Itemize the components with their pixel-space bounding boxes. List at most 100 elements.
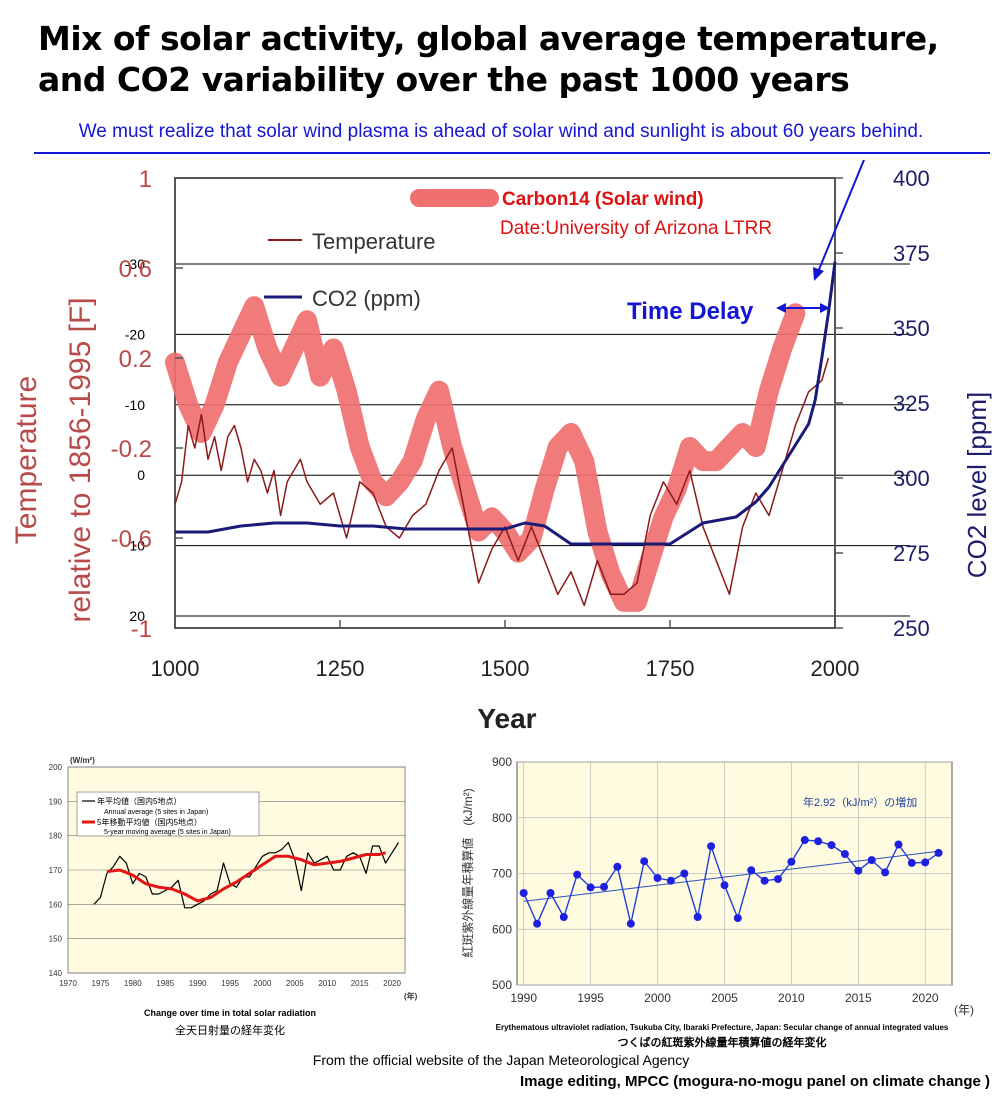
solar-radiation-x-tick-label: 1990	[189, 979, 207, 988]
solar-radiation-series	[93, 841, 400, 909]
subtitle-underline	[34, 152, 990, 154]
x-tick-label: 1750	[646, 656, 695, 681]
solar-radiation-y-tick-label: 200	[49, 763, 63, 772]
legend-carbon14-source: Date:University of Arizona LTRR	[500, 218, 772, 239]
time-delay-label: Time Delay	[627, 298, 754, 325]
uv-data-point	[840, 850, 849, 858]
legend-annual-jp: 年平均値（国内5地点）	[97, 796, 181, 806]
uv-data-point	[774, 875, 782, 884]
solar-radiation-x-tick-label: 2020	[383, 979, 401, 988]
uv-data-point	[733, 914, 742, 923]
uv-data-point	[881, 868, 890, 877]
uv-y-tick-label: 700	[492, 867, 512, 881]
title-line-1: Mix of solar activity, global average te…	[38, 19, 939, 58]
carbon14-tick-label: -10	[125, 397, 145, 413]
uv-xlabel: (年)	[954, 1003, 974, 1017]
uv-data-point	[787, 857, 796, 866]
legend-moving-en: 5-year moving average (5 sites in Japan)	[104, 829, 231, 836]
uv-y-tick-label: 800	[492, 811, 512, 825]
y-right-tick-label: 350	[893, 316, 930, 341]
uv-data-point	[827, 841, 836, 850]
uv-x-tick-label: 2015	[845, 991, 872, 1005]
solar-radiation-y-tick-label: 160	[49, 900, 63, 909]
title-line-2: and CO2 variability over the past 1000 y…	[38, 60, 850, 99]
solar-radiation-ylabel: (W/m²)	[70, 756, 95, 765]
solar-radiation-x-tick-label: 1970	[59, 979, 77, 988]
uv-data-point	[814, 837, 823, 846]
y-left-label-line2: relative to 1856-1995 [F]	[64, 297, 97, 622]
uv-trend-note: 年2.92（kJ/m²）の増加	[803, 795, 917, 809]
main-chart-axes: -30 -20 -10 0 10 20 1 0.6 0.2 -0.2 -0.6 -1 400 375 350…	[111, 166, 930, 681]
source-note: From the official website of the Japan M…	[312, 1052, 690, 1068]
uv-data-point	[519, 889, 528, 897]
solar-radiation-x-tick-label: 1985	[156, 979, 174, 988]
uv-x-tick-label: 2000	[644, 991, 671, 1005]
uv-y-tick-label: 500	[492, 978, 512, 992]
y-left-tick-label: 0.2	[119, 346, 152, 373]
y-right-tick-label: 325	[893, 391, 930, 416]
uv-data-point	[800, 836, 809, 844]
co2-line	[175, 261, 837, 546]
uv-data-point	[613, 862, 622, 871]
legend-annual-en: Annual average (5 sites in Japan)	[104, 809, 208, 816]
y-right-tick-label: 250	[893, 616, 930, 641]
carbon14-tick-label: -20	[125, 326, 145, 342]
uv-y-tick-label: 600	[492, 922, 512, 936]
uv-caption-jp: つくばの紅斑紫外線量年積算値の経年変化	[617, 1037, 827, 1049]
y-left-label-line1: Temperature	[10, 376, 43, 544]
carbon14-line	[165, 296, 806, 612]
uv-data-point	[907, 858, 916, 867]
main-chart-series	[165, 261, 837, 612]
uv-grid	[517, 761, 952, 986]
uv-x-tick-label: 1990	[510, 991, 537, 1005]
y-left-tick-label: 0.6	[119, 256, 152, 283]
solar-radiation-legend-box	[76, 791, 260, 837]
uv-data-point	[600, 882, 608, 891]
solar-radiation-x-tick-label: 1995	[221, 979, 239, 988]
uv-data-point	[680, 869, 689, 878]
y-left-tick-label: 1	[139, 166, 152, 193]
uv-data-point	[894, 840, 903, 849]
x-tick-label: 1500	[481, 656, 530, 681]
uv-data-point	[559, 913, 568, 921]
carbon14-tick-label: 0	[137, 467, 145, 483]
uv-data-point	[666, 876, 675, 885]
uv-x-tick-label: 2010	[778, 991, 805, 1005]
uv-data-point	[934, 848, 943, 857]
solar-radiation-x-tick-label: 2000	[254, 979, 272, 988]
y-left-tick-label: -1	[131, 616, 152, 643]
uv-data-point	[546, 889, 555, 897]
uv-data-point	[586, 883, 595, 892]
solar-radiation-y-tick-label: 170	[49, 866, 63, 875]
uv-x-tick-label: 2005	[711, 991, 738, 1005]
subtitle: We must realize that solar wind plasma i…	[78, 121, 924, 142]
solar-radiation-x-tick-label: 2005	[286, 979, 304, 988]
uv-data-point	[707, 842, 716, 851]
solar-radiation-xlabel: (年)	[404, 991, 418, 1001]
x-tick-label: 1250	[316, 656, 365, 681]
uv-data-point	[747, 866, 756, 875]
uv-data-point	[720, 881, 729, 890]
uv-x-tick-label: 1995	[577, 991, 604, 1005]
uv-data-point	[867, 856, 876, 865]
uv-ylabel: 紅斑紫外線量年積算値 (kJ/m²)	[460, 788, 475, 957]
legend-temperature-label: Temperature	[312, 229, 436, 254]
page-title: Mix of solar activity, global average te…	[38, 18, 988, 100]
uv-data-point	[533, 919, 542, 928]
moving-average-line	[106, 851, 386, 903]
carbon14-tick-label: 20	[129, 608, 145, 624]
legend-moving-jp: 5年移動平均値（国内5地点）	[97, 817, 202, 827]
y-left-tick-label: -0.2	[111, 436, 152, 463]
uv-data-point	[573, 870, 582, 879]
y-right-tick-label: 275	[893, 541, 930, 566]
uv-series	[519, 836, 943, 928]
solar-radiation-caption-jp: 全天日射量の経年変化	[175, 1025, 285, 1037]
uv-data-point	[760, 876, 769, 885]
y-right-tick-label: 375	[893, 241, 930, 266]
solar-radiation-x-tick-label: 1980	[124, 979, 142, 988]
solar-radiation-x-tick-label: 2010	[318, 979, 336, 988]
x-tick-label: 1000	[151, 656, 200, 681]
